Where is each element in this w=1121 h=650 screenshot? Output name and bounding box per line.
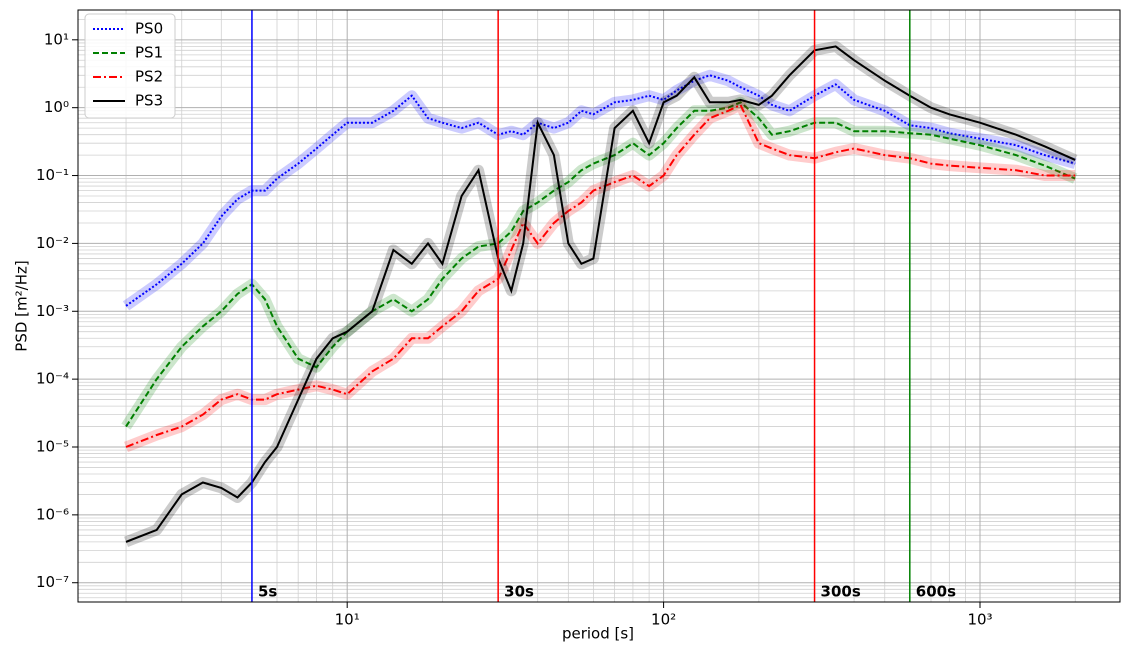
x-tick-label: 10²	[651, 611, 676, 629]
series-line	[125, 101, 1076, 428]
y-tick-label: 10⁻⁷	[36, 573, 69, 591]
vertical-marker-label: 300s	[821, 583, 861, 601]
legend-box	[84, 13, 176, 119]
legend-label: PS3	[135, 92, 163, 110]
y-axis-label: PSD [m²/Hz]	[13, 260, 31, 351]
vertical-marker-label: 600s	[916, 583, 956, 601]
plot-frame	[77, 9, 1121, 603]
vertical-marker-label: 30s	[504, 583, 534, 601]
x-tick-label: 10³	[967, 611, 992, 629]
legend-label: PS1	[135, 44, 163, 62]
y-tick-label: 10⁻⁵	[36, 437, 69, 455]
series-line	[125, 74, 1076, 307]
y-tick-label: 10⁰	[44, 98, 69, 116]
y-tick-label: 10¹	[44, 30, 69, 48]
legend-label: PS2	[135, 68, 163, 86]
x-axis-label: period [s]	[562, 625, 634, 643]
y-tick-label: 10⁻¹	[36, 166, 69, 184]
y-tick-label: 10⁻³	[36, 302, 69, 320]
y-tick-label: 10⁻²	[36, 234, 69, 252]
plot-lines	[121, 40, 1078, 548]
y-tick-label: 10⁻⁴	[36, 370, 69, 388]
series-band	[121, 96, 1078, 430]
vertical-marker-label: 5s	[258, 583, 277, 601]
x-tick-label: 10¹	[335, 611, 360, 629]
y-tick-label: 10⁻⁶	[36, 505, 69, 523]
series-line	[125, 45, 1076, 543]
legend-label: PS0	[135, 20, 163, 38]
series-line	[125, 103, 1076, 448]
